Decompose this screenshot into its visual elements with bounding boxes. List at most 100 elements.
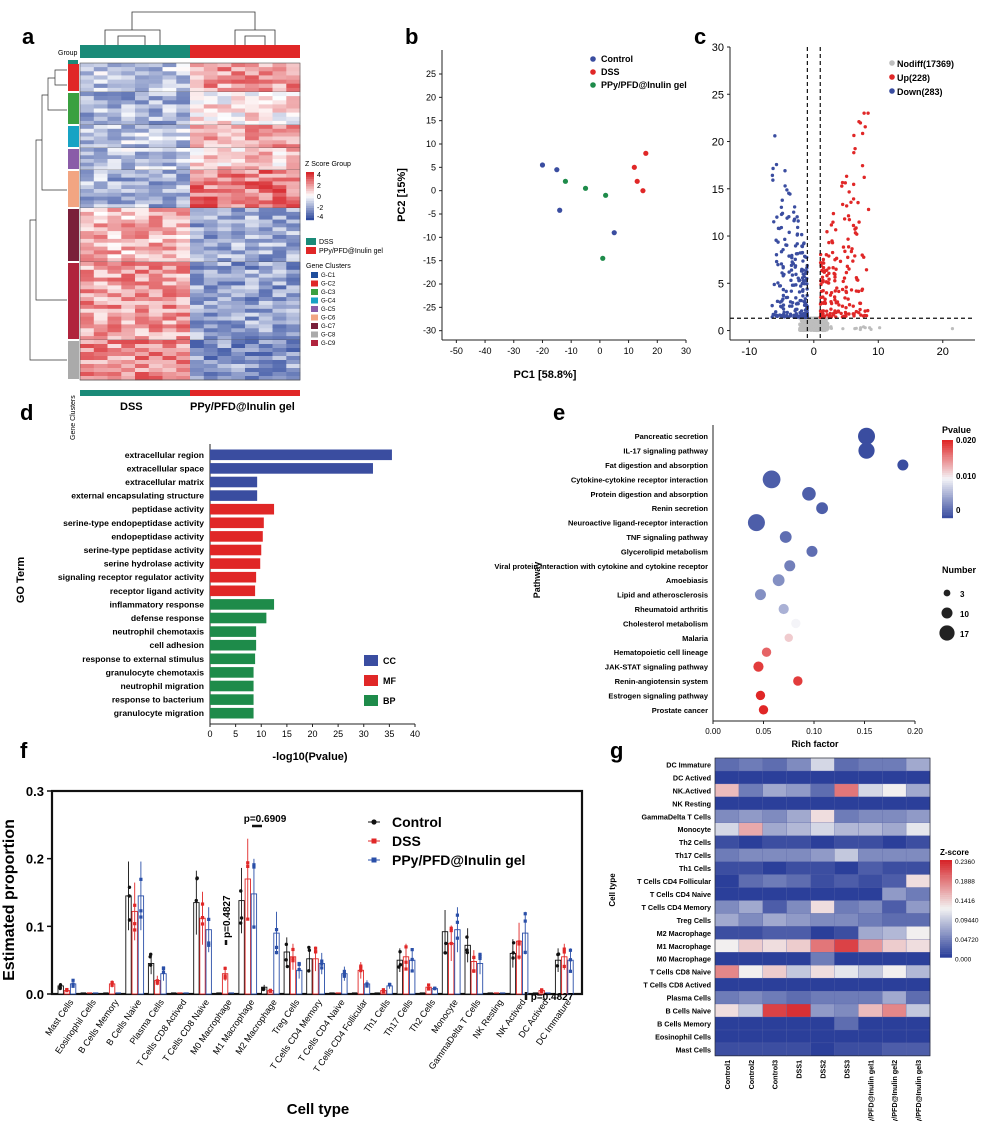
g-heat-cell <box>834 770 859 785</box>
g-heat-cell <box>738 913 764 927</box>
g-heat-cell <box>905 822 931 837</box>
g-heat-cell <box>810 783 835 798</box>
a-heat-cell <box>162 304 177 310</box>
a-heat-cell <box>245 262 260 267</box>
a-heat-cell <box>107 71 122 76</box>
a-heat-cell <box>272 63 287 68</box>
g-heat-cell <box>834 1042 859 1057</box>
e-bubble <box>772 574 785 587</box>
a-heat-cell <box>121 189 136 194</box>
b-xtick-label: 10 <box>624 346 634 356</box>
a-heat-cell <box>217 372 232 377</box>
a-cluster-bar-g-c2 <box>68 64 79 91</box>
d-legend-label: CC <box>383 656 396 666</box>
a-heat-cell <box>272 148 287 152</box>
g-heat-cell <box>858 900 883 914</box>
a-heat-cell <box>217 67 232 72</box>
a-heat-cell <box>272 328 287 333</box>
a-heat-cell <box>190 340 205 345</box>
a-heat-cell <box>203 250 218 255</box>
a-legend-ppy-swatch <box>306 247 316 254</box>
c-point-up <box>834 310 838 315</box>
a-heat-cell <box>272 246 287 251</box>
c-point-down <box>794 283 798 287</box>
e-pathway-label: Estrogen signaling pathway <box>608 691 708 700</box>
c-point-up <box>830 250 835 255</box>
g-heat-cell <box>786 770 811 785</box>
a-heat-cell <box>80 83 95 89</box>
c-point-up <box>846 237 850 241</box>
e-pathway-label: TNF signaling pathway <box>626 533 709 542</box>
a-heat-cell <box>217 340 232 345</box>
a-heat-cell <box>176 211 191 217</box>
g-row-label: GammaDelta T Cells <box>641 812 711 821</box>
a-heat-cell <box>190 293 205 298</box>
g-heat-cell <box>738 990 764 1005</box>
a-heat-cell <box>135 211 150 217</box>
a-heat-cell <box>80 273 95 278</box>
a-heat-cell <box>272 293 287 298</box>
a-heat-cell <box>80 166 95 171</box>
a-heat-cell <box>162 297 177 302</box>
a-heat-cell <box>217 308 232 313</box>
e-xtick-label: 0.10 <box>806 727 822 736</box>
b-ytick-label: 15 <box>426 116 436 126</box>
a-heat-cell <box>176 320 191 325</box>
a-heat-cell <box>121 83 136 89</box>
a-heat-cell <box>135 368 150 373</box>
a-heat-cell <box>286 304 301 310</box>
a-heat-cell <box>203 159 218 163</box>
a-heat-cell <box>176 376 191 381</box>
a-heat-cell <box>190 344 205 349</box>
g-colorbar-step <box>940 941 952 945</box>
f-point <box>207 917 211 922</box>
a-heat-cell <box>148 96 163 101</box>
a-heat-cell <box>121 92 136 97</box>
a-heat-cell <box>148 368 163 373</box>
a-heat-cell <box>162 281 177 286</box>
f-point <box>556 952 561 956</box>
a-heat-cell <box>272 92 287 97</box>
c-point-up <box>820 275 825 280</box>
a-heat-cell <box>203 254 218 259</box>
a-heat-cell <box>148 328 163 333</box>
g-row-label: Th17 Cells <box>675 851 711 860</box>
a-heat-cell <box>217 204 232 209</box>
a-heat-cell <box>121 120 136 126</box>
a-heat-cell <box>217 96 232 101</box>
a-heat-cell <box>217 348 232 353</box>
a-heat-cell <box>176 368 191 373</box>
a-heat-cell <box>107 120 122 126</box>
a-heat-cell <box>135 356 150 361</box>
f-point <box>455 920 460 924</box>
c-point-nodiff <box>801 326 805 330</box>
a-heat-cell <box>258 265 273 271</box>
f-point <box>342 974 346 978</box>
a-heat-cell <box>272 312 287 317</box>
c-point-up <box>839 311 843 316</box>
a-heat-cell <box>258 356 273 361</box>
g-heat-cell <box>786 913 811 927</box>
g-heat-cell <box>905 809 931 824</box>
a-heat-cell <box>217 301 232 306</box>
a-heat-cell <box>121 100 136 105</box>
e-pvalue-colorbar-step <box>942 516 953 519</box>
d-bar <box>210 680 254 692</box>
g-heat-cell <box>714 874 740 888</box>
a-heat-cell <box>176 192 191 197</box>
c-point-up <box>818 309 823 313</box>
a-heat-cell <box>176 348 191 353</box>
a-heat-cell <box>176 200 191 205</box>
a-heat-cell <box>121 204 136 209</box>
a-heat-cell <box>190 192 205 197</box>
a-heat-cell <box>107 162 122 167</box>
a-heat-cell <box>203 192 218 197</box>
a-heat-cell <box>148 108 163 113</box>
a-heat-cell <box>258 177 273 182</box>
a-heat-cell <box>121 348 136 353</box>
a-heat-cell <box>148 223 163 228</box>
c-point-down <box>785 188 789 192</box>
a-heat-cell <box>190 211 205 217</box>
c-point-up <box>825 273 829 278</box>
a-heat-cell <box>245 246 260 251</box>
